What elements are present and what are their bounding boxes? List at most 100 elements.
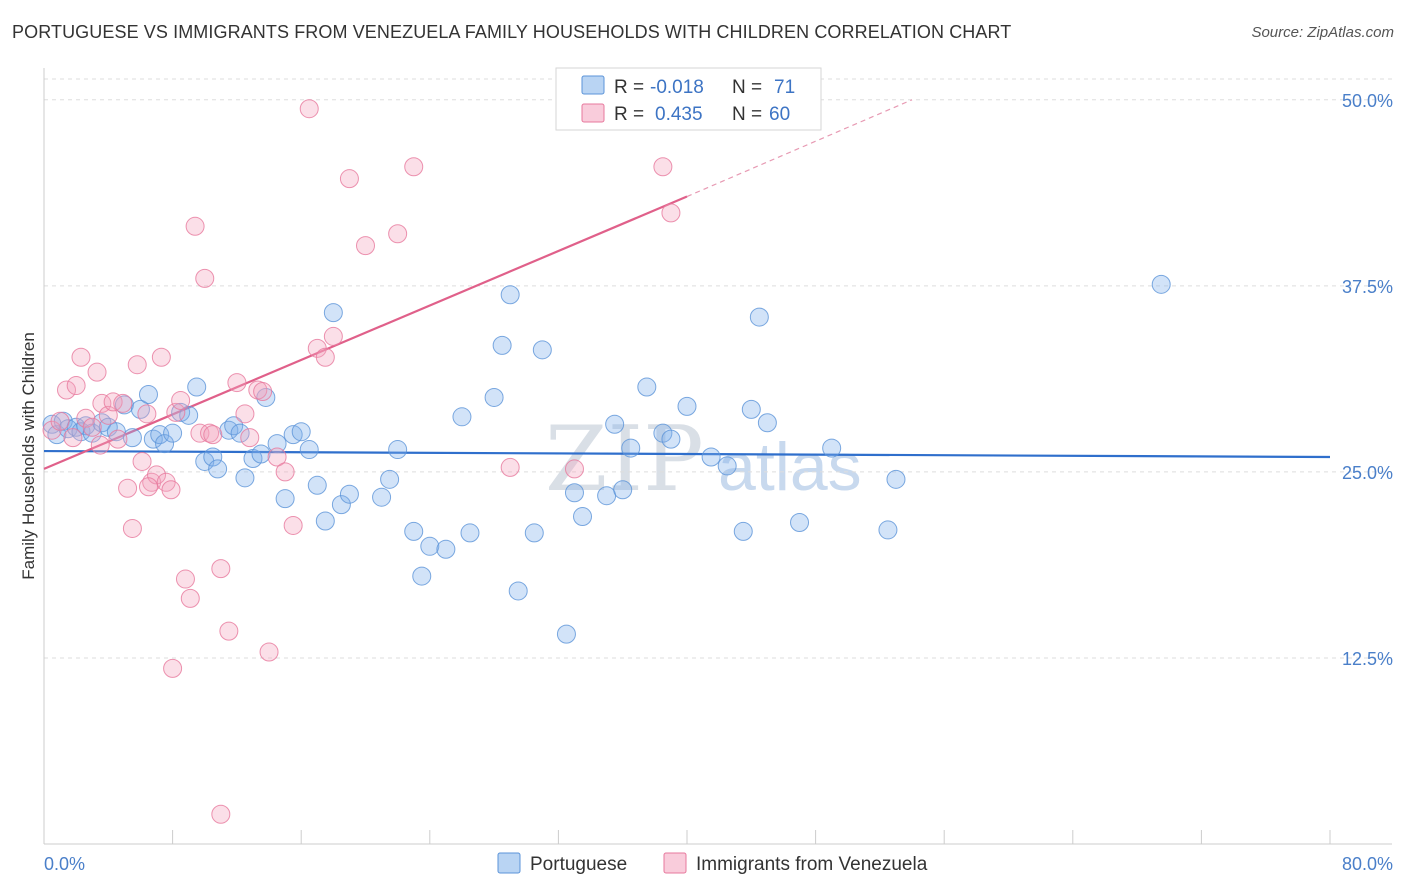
point-venezuela [163,658,183,678]
legend-n-label: N = [732,104,762,125]
point-venezuela [63,428,83,448]
watermark-atlas: atlas [718,429,862,505]
point-portuguese [532,340,552,360]
point-portuguese [508,581,528,601]
point-portuguese [661,429,681,449]
point-portuguese [76,416,96,436]
y-tick-label: 25.0% [1342,463,1393,483]
point-venezuela [227,373,247,393]
y-tick-label: 37.5% [1342,277,1393,297]
point-portuguese [203,447,223,467]
x-tick-label: 0.0% [44,854,85,874]
point-portuguese [524,523,544,543]
point-portuguese [267,434,287,454]
trend-line-portuguese [43,449,1331,459]
point-portuguese [677,396,697,416]
legend-n-value-portuguese: 71 [774,77,795,98]
point-portuguese [163,423,183,443]
point-venezuela [50,411,70,431]
point-venezuela [259,642,279,662]
legend-n-value-venezuela: 60 [769,104,790,125]
point-portuguese [251,444,271,464]
legend-n-label: N = [732,77,762,98]
point-venezuela [180,588,200,608]
legend-r-label: R = [614,104,644,125]
point-portuguese [492,335,512,355]
legend-label-portuguese: Portuguese [530,854,627,875]
legend-r-label: R = [614,77,644,98]
source-label: Source: ZipAtlas.com [1251,24,1394,41]
point-portuguese [741,399,761,419]
grid-lines [44,78,1392,659]
point-venezuela [108,429,128,449]
series-legend: Portuguese Immigrants from Venezuela [497,852,928,875]
legend-r-value-venezuela: 0.435 [655,104,703,125]
point-portuguese [230,423,250,443]
point-venezuela [200,423,220,443]
point-portuguese [315,511,335,531]
point-portuguese [621,438,641,458]
point-venezuela [500,457,520,477]
data-points [42,99,1171,824]
point-portuguese [500,285,520,305]
point-portuguese [597,486,617,506]
point-portuguese [717,456,737,476]
point-venezuela [137,404,157,424]
point-portuguese [235,468,255,488]
point-portuguese [564,483,584,503]
point-portuguese [331,495,351,515]
legend-swatch-portuguese [581,75,605,95]
point-portuguese [307,475,327,495]
point-portuguese [878,520,898,540]
point-portuguese [122,428,142,448]
point-venezuela [71,347,91,367]
y-tick-label: 50.0% [1342,91,1393,111]
point-venezuela [388,224,408,244]
point-portuguese [460,523,480,543]
point-venezuela [103,392,123,412]
point-venezuela [185,216,205,236]
point-portuguese [420,536,440,556]
point-portuguese [613,480,633,500]
point-venezuela [122,518,142,538]
legend-r-value-portuguese: -0.018 [650,77,704,98]
point-portuguese [179,405,199,425]
point-venezuela [339,169,359,189]
point-portuguese [822,438,842,458]
point-venezuela [283,515,303,535]
point-venezuela [211,559,231,579]
legend-swatch-venezuela [663,852,687,874]
point-venezuela [87,362,107,382]
point-portuguese [299,440,319,460]
point-venezuela [653,157,673,177]
point-portuguese [388,440,408,460]
legend-swatch-portuguese [497,852,521,874]
point-venezuela [219,621,239,641]
trend-extension-venezuela [686,99,913,198]
point-venezuela [66,376,86,396]
point-portuguese [275,489,295,509]
point-portuguese [1151,274,1171,294]
legend-swatch-venezuela [581,103,605,123]
point-venezuela [138,477,158,497]
chart-title: PORTUGUESE VS IMMIGRANTS FROM VENEZUELA … [12,22,1012,42]
point-venezuela [564,459,584,479]
point-portuguese [404,521,424,541]
legend-label-venezuela: Immigrants from Venezuela [696,854,928,875]
point-portuguese [224,416,244,436]
point-portuguese [208,459,228,479]
point-venezuela [404,157,424,177]
point-venezuela [113,393,133,413]
point-portuguese [256,387,276,407]
point-portuguese [605,414,625,434]
point-venezuela [275,462,295,482]
point-venezuela [132,451,152,471]
point-portuguese [886,469,906,489]
point-portuguese [380,469,400,489]
point-venezuela [211,804,231,824]
point-portuguese [372,487,392,507]
point-portuguese [556,624,576,644]
trend-lines [43,99,1331,470]
point-portuguese [757,413,777,433]
